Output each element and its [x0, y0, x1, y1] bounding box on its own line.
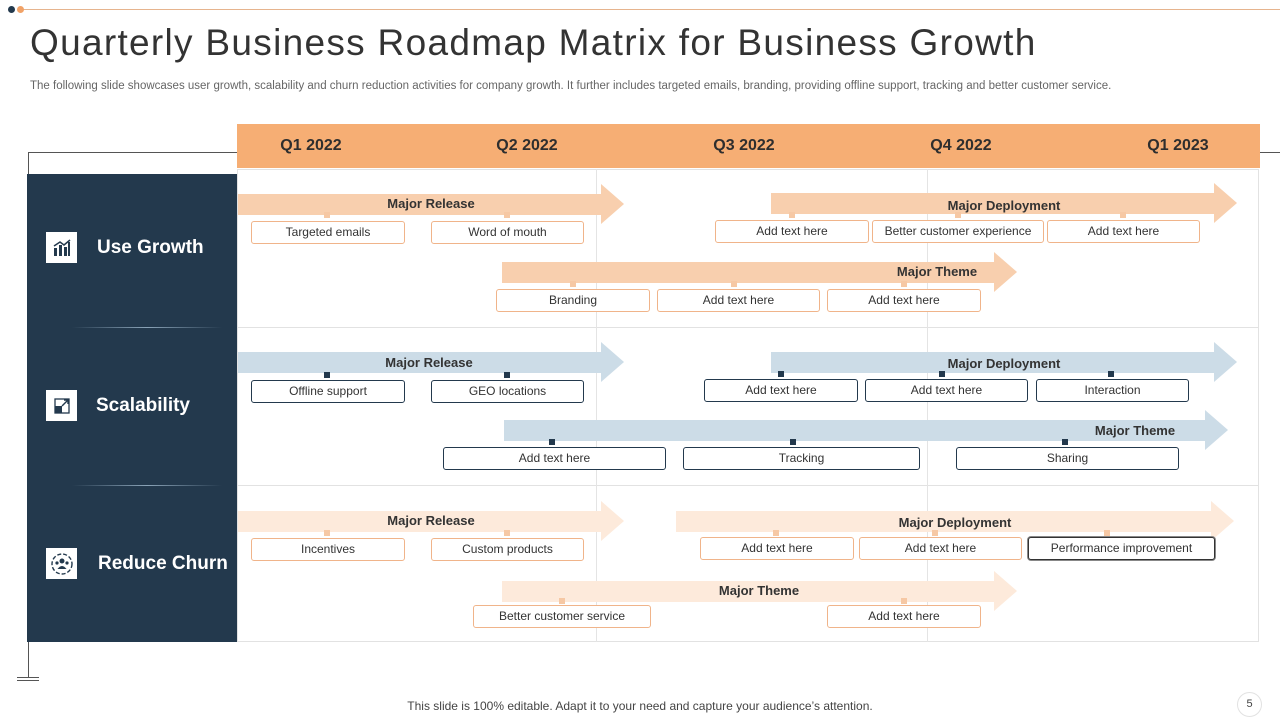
connector-dot — [504, 372, 510, 378]
footer-note: This slide is 100% editable. Adapt it to… — [407, 699, 873, 713]
connector-dot — [901, 598, 907, 604]
connector-dot — [504, 212, 510, 218]
connector-dot — [504, 530, 510, 536]
roadmap-grid — [237, 169, 1259, 642]
roadmap-item[interactable]: Add text here — [827, 289, 981, 312]
row-divider — [237, 327, 1259, 328]
bracket-left-upper — [28, 152, 29, 174]
page-subtitle: The following slide showcases user growt… — [30, 80, 1112, 92]
roadmap-item[interactable]: Add text here — [700, 537, 854, 560]
panel-separator — [72, 485, 222, 486]
roadmap-item[interactable]: Tracking — [683, 447, 920, 470]
quarter-header: Q1 2022 Q2 2022 Q3 2022 Q4 2022 Q1 2023 — [237, 124, 1260, 168]
page-number: 5 — [1237, 692, 1262, 717]
roadmap-item[interactable]: Sharing — [956, 447, 1179, 470]
roadmap-item[interactable]: Offline support — [251, 380, 405, 403]
release-arrow — [238, 184, 624, 224]
deployment-label: Major Deployment — [898, 515, 1012, 530]
connector-dot — [1104, 530, 1110, 536]
roadmap-item[interactable]: Add text here — [715, 220, 869, 243]
release-label: Major Release — [387, 513, 475, 528]
connector-dot — [789, 212, 795, 218]
connector-dot — [570, 281, 576, 287]
bracket-foot-1 — [17, 677, 39, 678]
category-use-growth: Use Growth — [46, 232, 204, 263]
roadmap-item[interactable]: Branding — [496, 289, 650, 312]
roadmap-item[interactable]: Add text here — [865, 379, 1028, 402]
scale-arrows-icon — [46, 390, 77, 421]
roadmap-item[interactable]: Custom products — [431, 538, 584, 561]
connector-dot — [790, 439, 796, 445]
deployment-arrow — [771, 183, 1237, 223]
bracket-top-right — [1260, 152, 1280, 153]
connector-dot — [1120, 212, 1126, 218]
theme-label: Major Theme — [1094, 423, 1176, 438]
roadmap-item[interactable]: Incentives — [251, 538, 405, 561]
roadmap-item[interactable]: Word of mouth — [431, 221, 584, 244]
bracket-foot-2 — [17, 680, 39, 681]
release-arrow — [238, 501, 624, 541]
bar-chart-icon — [46, 232, 77, 263]
panel-separator — [72, 327, 222, 328]
roadmap-item[interactable]: Better customer service — [473, 605, 651, 628]
theme-arrow — [504, 410, 1228, 450]
connector-dot — [324, 372, 330, 378]
quarter-label: Q2 2022 — [496, 137, 558, 154]
connector-dot — [559, 598, 565, 604]
connector-dot — [731, 281, 737, 287]
roadmap-item[interactable]: Add text here — [443, 447, 666, 470]
theme-arrow — [502, 571, 1017, 611]
roadmap-item[interactable]: Better customer experience — [872, 220, 1044, 243]
page-title: Quarterly Business Roadmap Matrix for Bu… — [30, 22, 1037, 63]
deployment-label: Major Deployment — [947, 198, 1061, 213]
theme-arrow — [502, 252, 1017, 292]
theme-label: Major Theme — [896, 264, 978, 279]
connector-dot — [901, 281, 907, 287]
bracket-left-lower — [28, 642, 29, 678]
roadmap-item[interactable]: Add text here — [859, 537, 1022, 560]
quarter-label: Q1 2023 — [1147, 137, 1209, 154]
category-scalability: Scalability — [46, 390, 190, 421]
people-circle-icon — [46, 548, 77, 579]
quarter-label: Q3 2022 — [713, 137, 775, 154]
connector-dot — [932, 530, 938, 536]
deployment-arrow — [676, 501, 1234, 541]
release-label: Major Release — [387, 196, 475, 211]
column-divider — [927, 169, 928, 642]
roadmap-item[interactable]: GEO locations — [431, 380, 584, 403]
release-label: Major Release — [385, 355, 473, 370]
connector-dot — [324, 530, 330, 536]
category-reduce-churn: Reduce Churn — [46, 548, 228, 579]
roadmap-item[interactable]: Add text here — [1047, 220, 1200, 243]
category-label: Reduce Churn — [98, 552, 228, 574]
connector-dot — [773, 530, 779, 536]
roadmap-item[interactable]: Interaction — [1036, 379, 1189, 402]
top-divider — [22, 9, 1280, 10]
quarter-label: Q1 2022 — [280, 137, 342, 154]
connector-dot — [778, 371, 784, 377]
category-label: Use Growth — [97, 236, 204, 258]
deployment-label: Major Deployment — [947, 356, 1061, 371]
connector-dot — [1108, 371, 1114, 377]
category-label: Scalability — [96, 394, 190, 416]
connector-dot — [955, 212, 961, 218]
deployment-arrow — [771, 342, 1237, 382]
bracket-top-left — [28, 152, 237, 153]
roadmap-item[interactable]: Add text here — [827, 605, 981, 628]
row-divider — [237, 485, 1259, 486]
release-arrow — [238, 342, 624, 382]
theme-label: Major Theme — [718, 583, 800, 598]
connector-dot — [549, 439, 555, 445]
accent-dot-orange — [17, 6, 24, 13]
accent-dot-dark — [8, 6, 15, 13]
column-divider — [596, 169, 597, 642]
roadmap-item-selected[interactable]: Performance improvement — [1028, 537, 1215, 560]
roadmap-item[interactable]: Add text here — [704, 379, 858, 402]
connector-dot — [324, 212, 330, 218]
quarter-label: Q4 2022 — [930, 137, 992, 154]
connector-dot — [1062, 439, 1068, 445]
roadmap-item[interactable]: Targeted emails — [251, 221, 405, 244]
roadmap-item[interactable]: Add text here — [657, 289, 820, 312]
connector-dot — [939, 371, 945, 377]
